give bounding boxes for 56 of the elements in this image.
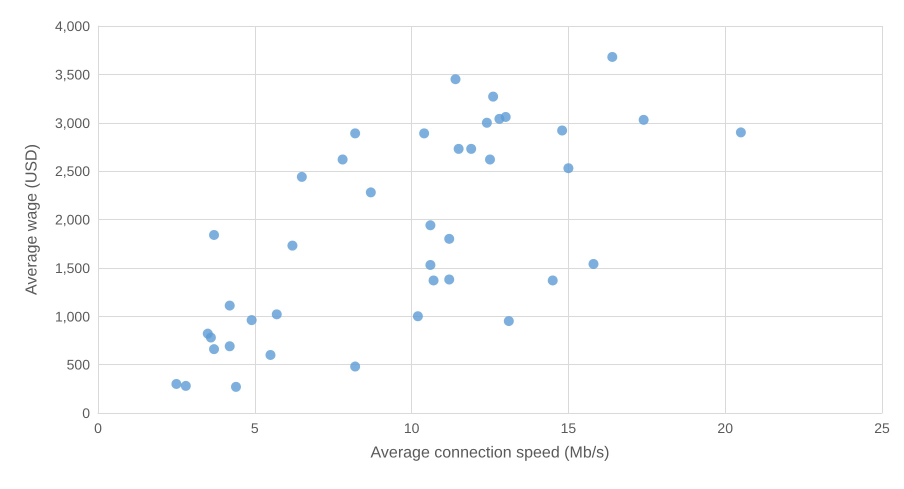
x-axis-title: Average connection speed (Mb/s) xyxy=(370,444,610,462)
point xyxy=(412,311,423,322)
point xyxy=(206,332,216,343)
y-axis-title: Average wage (USD) xyxy=(24,144,40,295)
point xyxy=(607,52,618,62)
point xyxy=(209,344,220,354)
point xyxy=(466,144,476,154)
point xyxy=(450,74,461,84)
point xyxy=(171,378,182,389)
point xyxy=(425,220,436,230)
point xyxy=(265,350,276,360)
point xyxy=(272,309,282,320)
point xyxy=(500,112,511,122)
point xyxy=(557,125,568,136)
y-tick-label: 4,000 xyxy=(54,18,90,34)
point xyxy=(209,230,220,240)
point xyxy=(736,127,746,138)
point xyxy=(230,382,241,392)
point xyxy=(428,275,439,286)
point xyxy=(180,380,191,391)
x-tick-label: 15 xyxy=(560,420,576,436)
y-tick-label: 500 xyxy=(66,356,90,373)
y-tick-label: 3,000 xyxy=(54,114,90,131)
y-tick-label: 0 xyxy=(82,405,90,421)
point xyxy=(287,240,298,251)
point xyxy=(485,154,495,165)
y-tick-label: 3,500 xyxy=(54,66,90,82)
x-tick-label: 20 xyxy=(717,420,734,436)
point xyxy=(504,316,514,326)
point xyxy=(444,234,454,244)
y-tick-label: 2,500 xyxy=(54,163,90,180)
point xyxy=(350,128,360,138)
point xyxy=(638,114,649,125)
point xyxy=(588,259,598,269)
x-tick-label: 5 xyxy=(250,420,259,436)
point xyxy=(338,154,348,165)
point xyxy=(563,163,574,174)
point xyxy=(246,315,257,326)
point xyxy=(444,274,454,284)
point xyxy=(548,275,558,286)
point xyxy=(296,172,307,182)
point xyxy=(224,300,235,311)
x-tick-label: 10 xyxy=(404,420,420,436)
point xyxy=(425,260,436,270)
point xyxy=(366,187,376,198)
x-tick-label: 25 xyxy=(874,420,890,436)
point xyxy=(224,341,235,352)
point xyxy=(350,362,360,372)
y-tick-label: 2,000 xyxy=(54,212,90,228)
point xyxy=(419,128,430,138)
point xyxy=(482,118,492,128)
y-tick-label: 1,500 xyxy=(54,260,90,276)
y-tick-label: 1,000 xyxy=(54,308,90,324)
point xyxy=(488,92,498,102)
point xyxy=(454,144,464,154)
x-tick-label: 0 xyxy=(94,420,102,436)
